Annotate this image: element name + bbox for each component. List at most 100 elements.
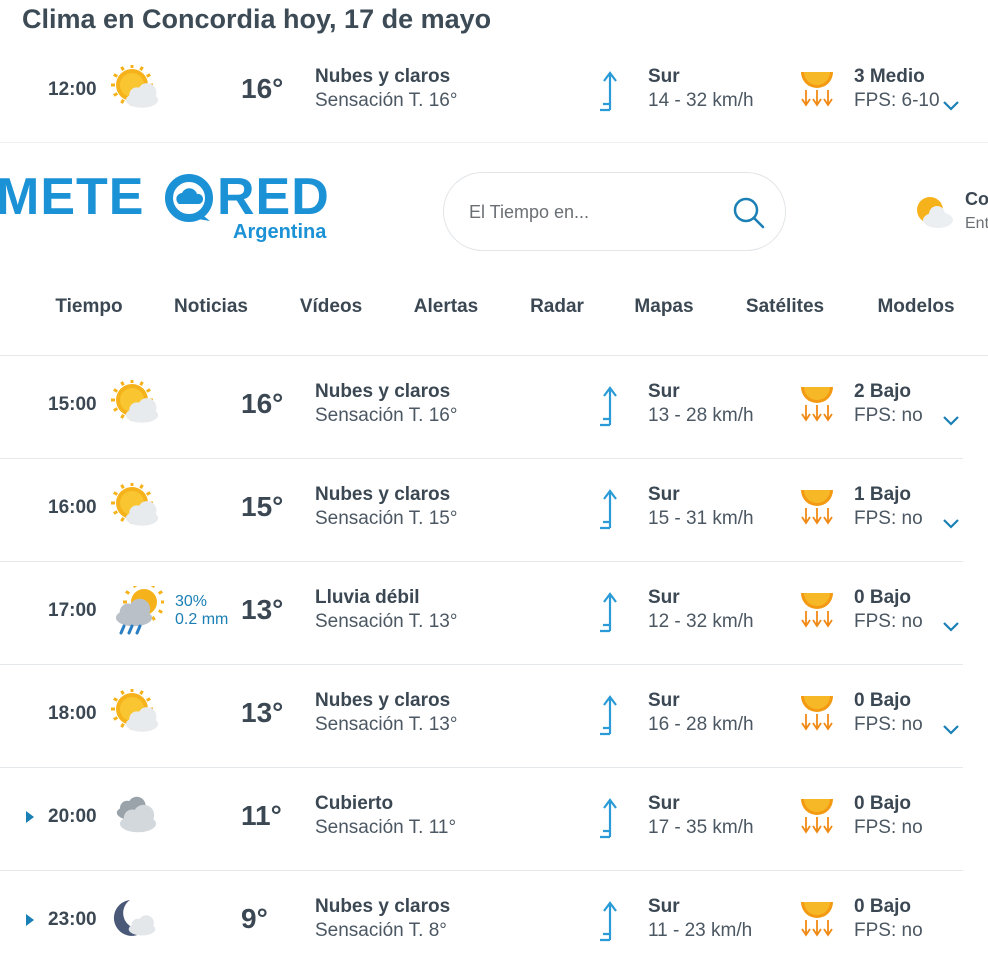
feels-like: Sensación T. 13° xyxy=(315,714,458,735)
wind-speed: 16 - 28 km/h xyxy=(648,714,754,735)
hour-row[interactable]: 20:00 11° Cubierto Sensación T. 11° Sur 17 - … xyxy=(0,767,963,871)
current-sub: Ent xyxy=(965,215,988,232)
uv-icon xyxy=(801,490,833,525)
uv-icon xyxy=(801,696,833,731)
uv-index: 0 Bajo xyxy=(854,793,912,814)
nav-item[interactable]: Mapas xyxy=(634,296,694,317)
hour: 12:00 xyxy=(48,79,97,100)
expand-chevron[interactable] xyxy=(942,518,960,530)
hour: 18:00 xyxy=(48,703,97,724)
feels-like: Sensación T. 16° xyxy=(315,405,458,426)
wind-speed: 13 - 28 km/h xyxy=(648,405,754,426)
wind-speed: 17 - 35 km/h xyxy=(648,817,754,838)
weather-icon xyxy=(113,900,156,936)
site-header: METE RED Argentina El Tiempo en... Co En… xyxy=(0,142,988,267)
hour: 23:00 xyxy=(48,909,97,930)
logo-country: Argentina xyxy=(233,221,327,243)
search-box[interactable]: El Tiempo en... xyxy=(443,172,786,251)
expand-chevron[interactable] xyxy=(942,621,960,633)
feels-like: Sensación T. 15° xyxy=(315,508,458,529)
temperature: 16° xyxy=(241,73,284,104)
feels-like: Sensación T. 8° xyxy=(315,920,447,941)
wind-icon xyxy=(600,798,617,839)
hour-row[interactable]: 15:00 16° Nubes y claros Sensación T. 16° Su… xyxy=(0,355,963,459)
fps: FPS: no xyxy=(854,714,923,735)
search-icon[interactable] xyxy=(732,196,766,230)
feels-like: Sensación T. 13° xyxy=(315,611,458,632)
condition: Nubes y claros xyxy=(315,66,451,87)
feels-like: Sensación T. 11° xyxy=(315,817,457,838)
uv-index: 0 Bajo xyxy=(854,690,912,711)
condition: Nubes y claros xyxy=(315,896,451,917)
uv-icon xyxy=(801,387,833,422)
uv-index: 0 Bajo xyxy=(854,587,912,608)
wind-speed: 15 - 31 km/h xyxy=(648,508,754,529)
wind-icon xyxy=(600,901,617,942)
temperature: 16° xyxy=(241,388,284,419)
wind-direction: Sur xyxy=(648,896,680,917)
hour-row[interactable]: 16:00 15° Nubes y claros Sensación T. 15° Su… xyxy=(0,458,963,562)
feels-like: Sensación T. 16° xyxy=(315,90,458,111)
wind-direction: Sur xyxy=(648,484,680,505)
expand-chevron[interactable] xyxy=(942,100,960,112)
expand-chevron[interactable] xyxy=(942,415,960,427)
hour-row[interactable]: 12:00 16° Nubes y claros Sensación T. 16° Su… xyxy=(0,40,963,144)
condition: Lluvia débil xyxy=(315,587,420,608)
temperature: 13° xyxy=(241,594,284,625)
precip-prob: 30% xyxy=(175,593,208,610)
expand-arrow[interactable] xyxy=(25,914,35,926)
precip-amount: 0.2 mm xyxy=(175,611,229,628)
condition: Nubes y claros xyxy=(315,484,451,505)
wind-icon xyxy=(600,71,617,112)
weather-icon xyxy=(111,65,159,108)
uv-icon xyxy=(801,902,833,937)
wind-direction: Sur xyxy=(648,690,680,711)
weather-icon xyxy=(111,483,159,526)
fps: FPS: no xyxy=(854,611,923,632)
nav-item[interactable]: Noticias xyxy=(174,296,248,317)
fps: FPS: no xyxy=(854,817,923,838)
current-location[interactable]: Co xyxy=(965,189,988,209)
condition: Nubes y claros xyxy=(315,690,451,711)
hour-row[interactable]: 17:00 30% 0.2 mm 13° Lluvia débil Sensación T… xyxy=(0,561,963,665)
temperature: 11° xyxy=(241,800,282,831)
wind-icon xyxy=(600,489,617,530)
uv-icon xyxy=(801,593,833,628)
search-placeholder: El Tiempo en... xyxy=(469,202,590,222)
nav-item[interactable]: Vídeos xyxy=(299,296,363,317)
page-title: Clima en Concordia hoy, 17 de mayo xyxy=(22,4,492,34)
uv-index: 3 Medio xyxy=(854,66,925,87)
uv-index: 0 Bajo xyxy=(854,896,912,917)
logo-icon xyxy=(165,174,213,222)
wind-direction: Sur xyxy=(648,66,680,87)
uv-index: 2 Bajo xyxy=(854,381,912,402)
fps: FPS: no xyxy=(854,920,923,941)
hour: 16:00 xyxy=(48,497,97,518)
expand-arrow[interactable] xyxy=(25,811,35,823)
wind-speed: 12 - 32 km/h xyxy=(648,611,754,632)
nav-item[interactable]: Radar xyxy=(530,296,584,317)
condition: Nubes y claros xyxy=(315,381,451,402)
current-weather-icon xyxy=(917,197,953,228)
hour-row[interactable]: 23:00 9° Nubes y claros Sensación T. 8° Sur 1… xyxy=(0,870,963,969)
logo-text: METE xyxy=(0,168,145,226)
wind-speed: 11 - 23 km/h xyxy=(648,920,753,941)
hour: 15:00 xyxy=(48,394,97,415)
hour: 17:00 xyxy=(48,600,97,621)
nav-item[interactable]: Tiempo xyxy=(55,296,123,317)
nav-item[interactable]: Satélites xyxy=(745,296,825,317)
wind-icon xyxy=(600,695,617,736)
nav-item[interactable]: Modelos xyxy=(877,296,955,317)
nav-item[interactable]: Alertas xyxy=(413,296,479,317)
hour: 20:00 xyxy=(48,806,97,827)
wind-direction: Sur xyxy=(648,587,680,608)
temperature: 9° xyxy=(241,903,268,934)
condition: Cubierto xyxy=(315,793,394,814)
fps: FPS: no xyxy=(854,405,923,426)
wind-direction: Sur xyxy=(648,381,680,402)
hour-row[interactable]: 18:00 13° Nubes y claros Sensación T. 13° Su… xyxy=(0,664,963,768)
expand-chevron[interactable] xyxy=(942,724,960,736)
wind-speed: 14 - 32 km/h xyxy=(648,90,754,111)
